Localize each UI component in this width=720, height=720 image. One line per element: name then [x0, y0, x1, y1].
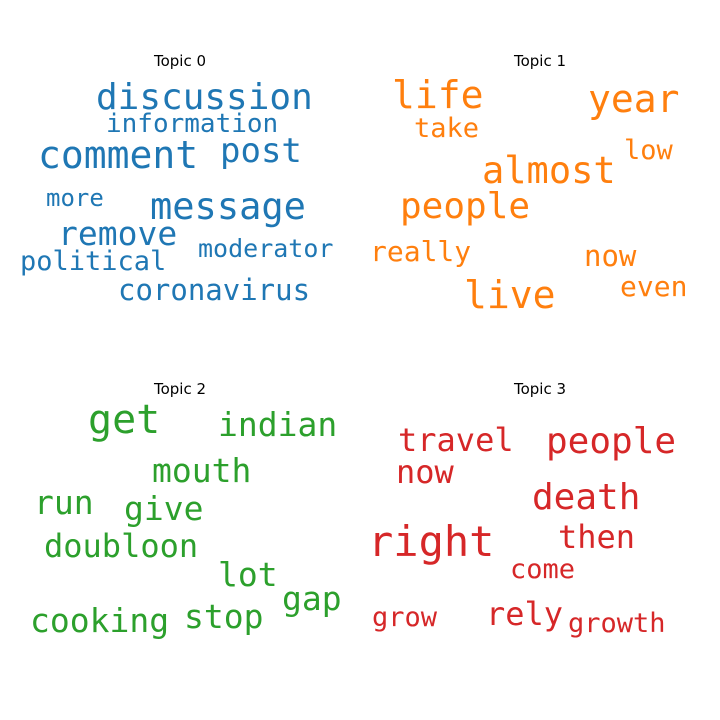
word: low: [624, 135, 673, 166]
wordcloud-topic-0: Topic 0 discussion information comment p…: [0, 0, 360, 360]
wordcloud-topic-1: Topic 1 life year take low almost people…: [360, 0, 720, 360]
word: indian: [218, 405, 338, 444]
word: remove: [58, 214, 178, 253]
word: travel: [398, 421, 514, 459]
word: year: [588, 77, 680, 121]
word: more: [46, 184, 104, 212]
word: growth: [568, 608, 666, 639]
word: give: [124, 489, 204, 528]
word: message: [150, 185, 306, 228]
word: death: [532, 477, 641, 518]
word: coronavirus: [118, 273, 311, 307]
panel-title: Topic 2: [153, 380, 207, 398]
word: now: [396, 453, 454, 491]
word: people: [400, 186, 531, 227]
word: discussion: [96, 77, 313, 118]
word: really: [370, 235, 472, 268]
word: information: [106, 109, 279, 139]
word: get: [88, 397, 161, 443]
word: gap: [282, 579, 342, 618]
word: doubloon: [44, 527, 199, 565]
word: cooking: [30, 601, 170, 640]
panel-title: Topic 1: [513, 52, 567, 70]
word: now: [584, 239, 637, 273]
word: even: [620, 270, 688, 303]
word: stop: [184, 597, 264, 636]
word: moderator: [198, 234, 334, 263]
word: then: [558, 518, 636, 556]
word: post: [220, 131, 302, 171]
word: run: [34, 483, 94, 522]
word: life: [392, 73, 484, 117]
panel-title: Topic 3: [513, 380, 567, 398]
word: political: [20, 246, 167, 277]
word: grow: [372, 602, 438, 633]
wordcloud-topic-2: Topic 2 get indian mouth run give doublo…: [0, 328, 360, 688]
panel-title: Topic 0: [153, 52, 207, 70]
wordcloud-topic-3: Topic 3 travel people now death right th…: [360, 328, 720, 688]
word: mouth: [152, 451, 252, 490]
word: people: [546, 421, 677, 462]
word: right: [368, 517, 495, 566]
word: comment: [38, 133, 199, 177]
word: almost: [482, 149, 616, 192]
word: come: [510, 554, 576, 585]
word: live: [464, 273, 556, 317]
word: rely: [486, 595, 564, 633]
word: lot: [218, 555, 278, 594]
word: take: [414, 113, 480, 144]
